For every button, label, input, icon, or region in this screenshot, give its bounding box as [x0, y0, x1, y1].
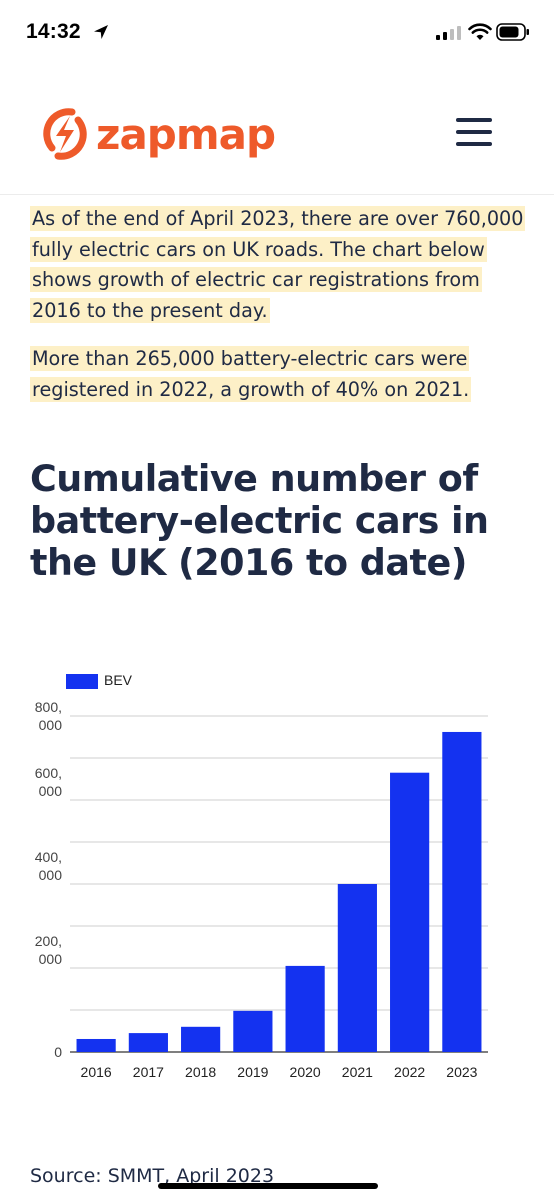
y-tick-text: 200,: [34, 933, 62, 949]
zapmap-logo[interactable]: zapmap: [42, 108, 276, 160]
y-tick-label: 600, 000: [28, 764, 62, 800]
status-time: 14:32: [26, 20, 81, 43]
legend-swatch: [66, 674, 98, 689]
bar-2020[interactable]: [285, 965, 325, 1052]
bev-chart: BEV: [0, 660, 554, 1090]
y-tick-text: 000: [38, 867, 62, 883]
y-tick-text: 0: [54, 1044, 62, 1060]
status-bar: 14:32: [0, 0, 554, 66]
y-tick-text: 000: [38, 951, 62, 967]
location-arrow-icon: [94, 25, 108, 39]
x-tick-label: 2019: [237, 1064, 269, 1080]
chart-plot: [70, 715, 488, 1053]
y-tick-text: 800,: [34, 699, 62, 715]
x-tick-label: 2022: [394, 1064, 426, 1080]
menu-bar-icon: [456, 118, 492, 122]
bar-2018[interactable]: [181, 1026, 221, 1052]
y-tick-label: 0: [28, 1043, 62, 1061]
x-tick-label: 2016: [80, 1064, 112, 1080]
intro-paragraph-text: More than 265,000 battery-electric cars …: [30, 346, 472, 402]
cellular-signal-icon: [436, 26, 461, 40]
y-tick-label: 800, 000: [28, 698, 62, 734]
bar-2017[interactable]: [128, 1033, 168, 1052]
intro-paragraph: More than 265,000 battery-electric cars …: [30, 344, 530, 405]
chart-title: Cumulative number of battery-electric ca…: [30, 457, 489, 584]
x-tick-label: 2023: [446, 1064, 478, 1080]
source-note: Source: SMMT, April 2023: [30, 1165, 275, 1187]
wifi-icon: [468, 23, 492, 40]
home-indicator[interactable]: [158, 1183, 378, 1189]
bar-2022[interactable]: [390, 772, 430, 1052]
intro-paragraph-text: As of the end of April 2023, there are o…: [30, 206, 526, 323]
lightning-logo-icon: [43, 108, 87, 160]
y-tick-text: 600,: [34, 765, 62, 781]
intro-text: As of the end of April 2023, there are o…: [30, 204, 530, 423]
y-tick-text: 400,: [34, 849, 62, 865]
bar-2023[interactable]: [442, 731, 482, 1052]
site-header: zapmap: [0, 66, 554, 195]
y-tick-label: 200, 000: [28, 932, 62, 968]
y-tick-text: 000: [38, 783, 62, 799]
y-tick-text: 000: [38, 717, 62, 733]
x-tick-label: 2020: [289, 1064, 321, 1080]
y-tick-label: 400, 000: [28, 848, 62, 884]
x-tick-label: 2018: [185, 1064, 217, 1080]
hamburger-menu-button[interactable]: [456, 118, 492, 148]
legend-label: BEV: [104, 672, 133, 688]
battery-icon: [496, 23, 529, 41]
x-tick-label: 2021: [341, 1064, 373, 1080]
bar-2019[interactable]: [233, 1010, 273, 1052]
intro-paragraph: As of the end of April 2023, there are o…: [30, 204, 530, 326]
bar-2021[interactable]: [337, 884, 377, 1052]
logo-text: zapmap: [96, 109, 276, 159]
x-tick-label: 2017: [132, 1064, 164, 1080]
menu-bar-icon: [456, 130, 492, 134]
bar-2016[interactable]: [76, 1038, 116, 1052]
menu-bar-icon: [456, 142, 492, 146]
